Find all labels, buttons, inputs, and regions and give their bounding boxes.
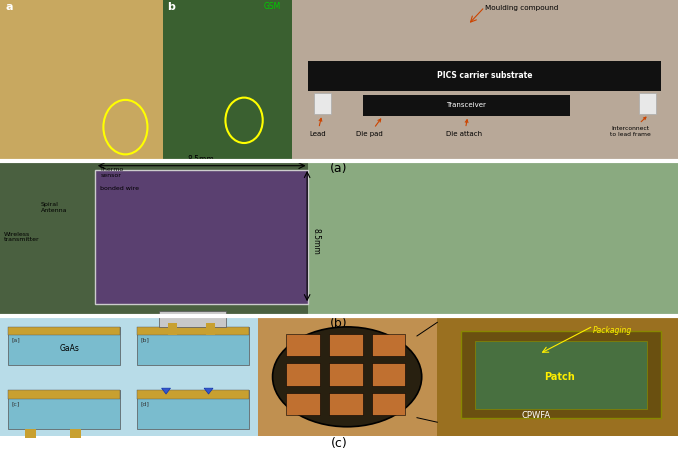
Polygon shape bbox=[204, 388, 213, 394]
Bar bbox=[137, 327, 249, 365]
Bar bbox=[308, 61, 661, 91]
Text: Transceiver: Transceiver bbox=[447, 102, 486, 109]
Bar bbox=[372, 363, 405, 386]
Text: [a]: [a] bbox=[12, 337, 20, 342]
Bar bbox=[0, 163, 308, 316]
Bar bbox=[137, 390, 249, 429]
Text: (b): (b) bbox=[330, 317, 348, 330]
Text: Moulding compound: Moulding compound bbox=[485, 5, 558, 10]
Text: Wireless
transmitter: Wireless transmitter bbox=[3, 232, 39, 242]
Ellipse shape bbox=[273, 327, 422, 427]
Text: Patch: Patch bbox=[544, 372, 575, 382]
Bar bbox=[286, 363, 320, 386]
Bar bbox=[159, 311, 226, 327]
Text: a: a bbox=[5, 2, 13, 12]
Text: [c]: [c] bbox=[12, 401, 20, 406]
Text: CPWFA: CPWFA bbox=[521, 411, 550, 420]
Bar bbox=[258, 318, 437, 436]
Bar bbox=[372, 334, 405, 356]
Text: bonded wire: bonded wire bbox=[100, 186, 140, 191]
Polygon shape bbox=[161, 388, 171, 394]
Bar bbox=[329, 334, 363, 356]
Bar bbox=[461, 331, 661, 418]
Text: Die pad: Die pad bbox=[356, 119, 383, 137]
Bar bbox=[70, 429, 81, 438]
Text: Thermo
sensor: Thermo sensor bbox=[100, 167, 125, 178]
Text: b: b bbox=[167, 2, 176, 12]
Bar bbox=[372, 393, 405, 415]
Bar bbox=[329, 393, 363, 415]
Bar bbox=[137, 327, 249, 335]
Text: Spiral
Antenna: Spiral Antenna bbox=[41, 202, 67, 213]
Bar bbox=[206, 323, 216, 335]
Text: [d]: [d] bbox=[140, 401, 149, 406]
Bar bbox=[308, 163, 678, 316]
Text: GaAs: GaAs bbox=[60, 344, 79, 353]
Bar bbox=[8, 390, 120, 429]
Bar bbox=[329, 363, 363, 386]
Text: [b]: [b] bbox=[140, 337, 149, 342]
Bar bbox=[292, 0, 678, 161]
Bar bbox=[0, 318, 258, 436]
Text: Packaging: Packaging bbox=[593, 326, 633, 335]
Bar bbox=[8, 327, 120, 365]
Text: Interconnect
to lead frame: Interconnect to lead frame bbox=[610, 117, 651, 137]
Text: Die attach: Die attach bbox=[446, 120, 483, 137]
Bar bbox=[639, 93, 656, 114]
Bar bbox=[8, 327, 120, 335]
Bar bbox=[137, 390, 249, 399]
Bar bbox=[95, 170, 308, 304]
Text: GSM: GSM bbox=[264, 2, 281, 11]
Bar bbox=[8, 390, 120, 399]
Bar bbox=[0, 0, 163, 161]
Bar bbox=[163, 0, 292, 161]
Text: PICS carrier substrate: PICS carrier substrate bbox=[437, 71, 532, 80]
Text: 8.5mm: 8.5mm bbox=[311, 228, 320, 255]
Bar bbox=[437, 318, 678, 436]
Text: (c): (c) bbox=[331, 437, 347, 450]
Text: Lead: Lead bbox=[309, 118, 325, 137]
Text: (a): (a) bbox=[330, 162, 348, 175]
Text: 8.5mm: 8.5mm bbox=[188, 155, 215, 164]
Bar bbox=[286, 393, 320, 415]
Bar bbox=[25, 429, 36, 438]
Bar bbox=[314, 93, 331, 114]
Bar bbox=[475, 340, 647, 409]
Bar bbox=[168, 323, 177, 335]
Bar bbox=[286, 334, 320, 356]
Bar bbox=[363, 95, 570, 116]
